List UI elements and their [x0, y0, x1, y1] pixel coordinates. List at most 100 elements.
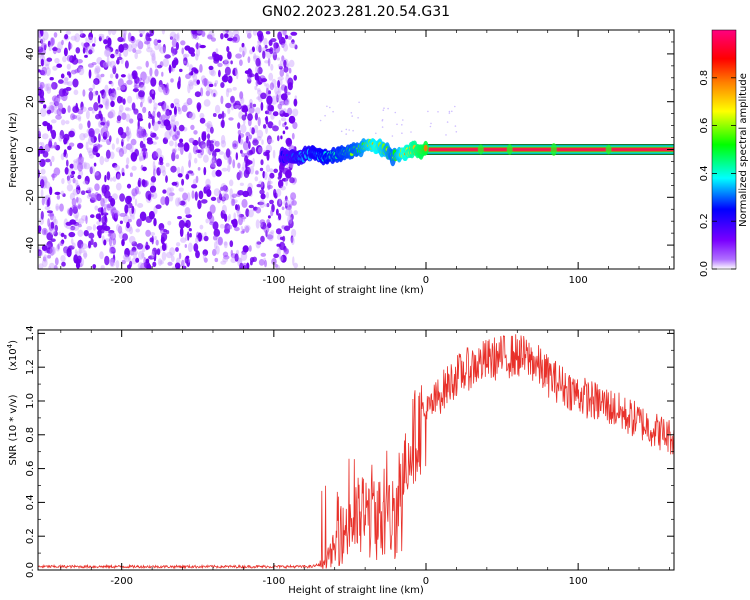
- noise-blob: [72, 106, 80, 113]
- noise-blob: [121, 139, 124, 147]
- noise-blob: [72, 78, 79, 88]
- faint-dot: [448, 112, 451, 114]
- noise-blob: [148, 98, 153, 104]
- noise-blob: [108, 30, 112, 36]
- noise-blob: [88, 91, 94, 101]
- noise-blob: [157, 120, 161, 125]
- noise-blob: [280, 117, 287, 122]
- noise-blob: [96, 225, 104, 231]
- noise-blob: [225, 102, 232, 109]
- noise-blob: [116, 173, 121, 180]
- noise-blob: [269, 47, 274, 55]
- noise-blob: [222, 30, 227, 35]
- noise-blob: [291, 39, 295, 45]
- noise-blob: [110, 100, 115, 108]
- noise-blob: [284, 121, 287, 126]
- noise-blob: [276, 57, 281, 61]
- noise-blob: [195, 175, 199, 184]
- y-tick-label: 1.4: [25, 325, 36, 341]
- noise-blob: [188, 137, 195, 143]
- noise-blob: [41, 197, 45, 206]
- noise-blob: [109, 177, 113, 182]
- noise-blob: [136, 80, 141, 84]
- noise-blob: [68, 130, 75, 138]
- noise-blob: [79, 33, 86, 38]
- noise-blob: [123, 47, 129, 57]
- noise-blob: [153, 218, 157, 227]
- noise-blob: [257, 116, 261, 127]
- noise-blob: [146, 137, 153, 142]
- noise-blob: [130, 138, 137, 146]
- noise-blob: [215, 169, 222, 177]
- noise-blob: [260, 181, 265, 191]
- noise-blob: [78, 117, 82, 122]
- noise-blob: [75, 251, 81, 256]
- noise-blob: [285, 137, 292, 145]
- noise-blob: [170, 115, 176, 122]
- noise-blob: [95, 213, 101, 220]
- noise-blob: [277, 80, 281, 88]
- noise-blob: [257, 88, 261, 92]
- noise-blob: [88, 150, 93, 156]
- noise-blob: [285, 126, 289, 130]
- snr-y-scale-factor: (x104): [6, 340, 19, 371]
- noise-blob: [255, 145, 263, 155]
- noise-blob: [63, 47, 68, 57]
- noise-blob: [288, 216, 293, 224]
- noise-blob: [255, 44, 262, 52]
- noise-blob: [181, 104, 188, 113]
- noise-blob: [121, 239, 125, 247]
- noise-blob: [39, 158, 46, 168]
- noise-blob: [288, 145, 296, 151]
- noise-blob: [260, 101, 264, 111]
- noise-blob: [54, 101, 59, 107]
- noise-blob: [283, 59, 287, 68]
- noise-blob: [218, 151, 224, 155]
- noise-blob: [280, 185, 286, 191]
- noise-blob: [180, 40, 186, 46]
- noise-blob: [43, 254, 48, 263]
- noise-blob: [222, 257, 229, 263]
- noise-blob: [278, 198, 282, 205]
- noise-blob: [138, 133, 145, 139]
- noise-blob: [111, 30, 117, 36]
- noise-blob: [221, 196, 225, 205]
- noise-blob: [77, 162, 83, 172]
- noise-blob: [227, 164, 231, 173]
- noise-blob: [66, 159, 69, 167]
- noise-blob: [186, 111, 193, 119]
- noise-blob: [215, 48, 219, 53]
- noise-blob: [39, 141, 42, 146]
- noise-blob: [109, 135, 112, 143]
- noise-blob: [38, 69, 41, 73]
- noise-blob: [206, 189, 212, 197]
- noise-blob: [262, 50, 266, 59]
- noise-blob: [226, 88, 233, 93]
- noise-blob: [277, 76, 284, 81]
- noise-blob: [163, 102, 168, 111]
- noise-blob: [106, 55, 110, 65]
- noise-blob: [185, 233, 188, 242]
- noise-blob: [110, 198, 116, 207]
- noise-blob: [53, 265, 58, 269]
- noise-blob: [94, 171, 99, 176]
- noise-blob: [49, 161, 53, 167]
- noise-blob: [131, 188, 138, 197]
- noise-blob: [125, 143, 133, 150]
- noise-blob: [267, 215, 271, 219]
- colorbar-tick-label: 0.4: [699, 165, 710, 181]
- noise-blob: [280, 254, 287, 263]
- noise-blob: [214, 241, 218, 250]
- noise-blob: [122, 98, 126, 105]
- noise-blob: [190, 124, 195, 130]
- noise-blob: [220, 95, 224, 105]
- noise-blob: [44, 205, 51, 211]
- noise-blob: [149, 237, 154, 243]
- noise-blob: [87, 147, 93, 154]
- colorbar-gradient: [711, 29, 737, 270]
- noise-blob: [199, 44, 206, 49]
- noise-blob: [216, 158, 223, 167]
- noise-blob: [214, 140, 220, 147]
- noise-blob: [51, 155, 55, 163]
- noise-blob: [43, 229, 47, 235]
